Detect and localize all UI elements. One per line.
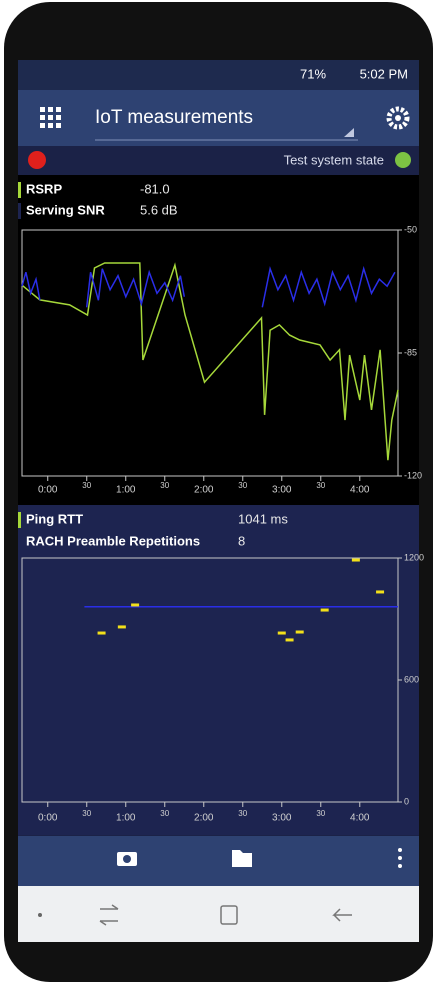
x-tick-label: 2:00 (194, 485, 214, 496)
x-tick-label: 30 (160, 809, 169, 818)
chart-panel-2 (18, 505, 419, 835)
data-point (117, 625, 126, 629)
data-point (351, 558, 360, 562)
data-point (131, 603, 140, 607)
series-name: Serving SNR (26, 202, 105, 217)
x-tick-label: 4:00 (350, 485, 370, 496)
x-tick-label: 30 (160, 481, 169, 490)
y-tick-label: 600 (404, 674, 419, 684)
data-point (376, 590, 385, 594)
recents-button[interactable] (99, 904, 119, 926)
x-tick-label: 1:00 (116, 813, 136, 824)
series-name: RACH Preamble Repetitions (26, 533, 200, 548)
data-point (295, 630, 304, 634)
x-tick-label: 1:00 (116, 485, 136, 496)
settings-icon-center (395, 115, 401, 121)
menu-icon[interactable] (40, 107, 61, 128)
nav-dot (38, 913, 42, 917)
x-tick-label: 30 (238, 809, 247, 818)
test-system-indicator (395, 152, 411, 168)
y-tick-label: 0 (404, 796, 409, 806)
x-tick-label: 30 (316, 481, 325, 490)
x-tick-label: 30 (238, 481, 247, 490)
chart-panel-1 (18, 175, 419, 505)
x-tick-label: 2:00 (194, 813, 214, 824)
y-tick-label: -120 (404, 470, 422, 480)
data-line (21, 262, 399, 461)
y-tick-label: -50 (404, 224, 417, 234)
x-tick-label: 30 (82, 809, 91, 818)
x-tick-label: 30 (82, 481, 91, 490)
series-marker (18, 512, 21, 528)
y-tick-label: -85 (404, 347, 417, 357)
series-readout: 1041 ms (238, 511, 288, 526)
dropdown-arrow (344, 128, 354, 137)
data-point (320, 608, 329, 612)
record-indicator[interactable] (28, 151, 46, 169)
more-icon[interactable] (398, 848, 402, 868)
camera-lens (123, 855, 131, 863)
test-system-label: Test system state (284, 152, 384, 167)
x-tick-label: 3:00 (272, 813, 292, 824)
x-tick-label: 3:00 (272, 485, 292, 496)
status-row (18, 146, 419, 174)
app-title[interactable]: IoT measurements (95, 107, 253, 128)
clock: 5:02 PM (360, 66, 408, 81)
back-button[interactable] (332, 908, 352, 922)
series-marker (18, 203, 21, 219)
data-point (285, 638, 294, 642)
battery: 71% (300, 66, 326, 81)
series-readout: 8 (238, 533, 245, 548)
status-bar (18, 60, 419, 90)
folder-icon[interactable] (232, 850, 252, 867)
series-name: Ping RTT (26, 511, 83, 526)
x-tick-label: 30 (316, 809, 325, 818)
y-tick-label: 1200 (404, 552, 424, 562)
series-readout: -81.0 (140, 181, 170, 196)
home-button[interactable] (220, 905, 238, 925)
series-name: RSRP (26, 181, 62, 196)
series-marker (18, 182, 21, 198)
series-readout: 5.6 dB (140, 202, 178, 217)
x-tick-label: 0:00 (38, 813, 58, 824)
data-point (97, 631, 106, 635)
series-marker (18, 534, 21, 550)
toolbar (18, 836, 419, 886)
x-tick-label: 4:00 (350, 813, 370, 824)
x-tick-label: 0:00 (38, 485, 58, 496)
nav-bar (18, 886, 419, 942)
settings-icon[interactable] (386, 106, 410, 130)
data-point (277, 631, 286, 635)
data-line (21, 265, 396, 308)
